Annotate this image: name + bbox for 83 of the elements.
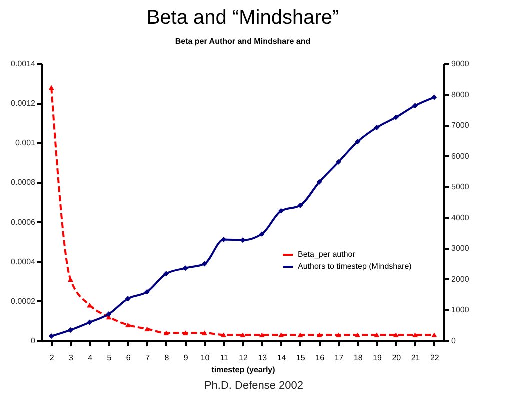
point <box>316 179 322 185</box>
y2-tick-label: 9000 <box>452 60 470 68</box>
y2-tick-label: 2000 <box>452 274 470 284</box>
x-tick-label: 18 <box>354 354 364 362</box>
point <box>164 330 170 336</box>
y2-tick-label: 5000 <box>452 182 470 192</box>
point <box>68 327 74 333</box>
y-tick-label: 0 <box>31 336 36 346</box>
y-tick-label: 0.0002 <box>11 296 36 306</box>
point <box>68 277 74 282</box>
x-tick-label: 11 <box>220 354 230 362</box>
text: Ph.D. Defense 2002 <box>203 380 305 392</box>
x-tick-label: 20 <box>392 354 402 362</box>
y2-tick-label: 4000 <box>452 213 470 222</box>
point <box>106 311 112 317</box>
point <box>182 266 188 272</box>
point <box>202 261 208 267</box>
x-tick-label: 5 <box>107 354 112 362</box>
point <box>87 320 93 326</box>
point <box>48 85 54 90</box>
y2-tick-label: 8000 <box>452 90 470 100</box>
point <box>278 208 284 214</box>
point <box>125 322 131 328</box>
x-tick-label: 15 <box>296 354 306 362</box>
point <box>221 332 227 338</box>
y-tick-label: 0.0008 <box>11 178 36 188</box>
point <box>412 332 418 338</box>
x-tick-label: 17 <box>334 354 344 362</box>
x-tick-label: 6 <box>126 354 132 362</box>
chart-subtitle: Beta per Author and Mindshare and <box>175 37 311 46</box>
x-tick-label: 12 <box>239 354 248 362</box>
x-tick-label: 3 <box>68 354 74 362</box>
point <box>316 332 322 338</box>
x-tick-label: 13 <box>258 354 268 362</box>
x-tick-label: 19 <box>373 354 382 362</box>
point <box>355 139 361 145</box>
point <box>432 332 438 338</box>
y2-tick-label: 3000 <box>452 244 470 254</box>
x-tick-label: 22 <box>430 354 440 362</box>
point <box>240 332 246 338</box>
x-tick-label: 16 <box>316 354 326 362</box>
x-tick-label: 4 <box>88 354 94 362</box>
x-tick-label: 14 <box>277 354 287 362</box>
point <box>259 332 265 338</box>
point <box>298 202 304 208</box>
point <box>144 289 150 295</box>
legend-label: Authors to timestep (Mindshare) <box>298 262 412 271</box>
y2-tick-label: 7000 <box>452 121 470 130</box>
point <box>336 159 342 165</box>
x-tick-label: 21 <box>411 354 421 362</box>
point <box>48 334 54 340</box>
point <box>164 271 170 277</box>
y-tick-label: 0.0006 <box>11 218 36 227</box>
point <box>374 124 380 130</box>
y-tick-label: 0.001 <box>15 138 36 148</box>
point <box>259 231 265 237</box>
y2-tick-label: 6000 <box>452 152 470 161</box>
point <box>202 330 208 336</box>
x-tick-label: 2 <box>50 354 55 362</box>
point <box>355 332 361 338</box>
y-tick-label: 0.0004 <box>11 257 36 266</box>
point <box>412 103 418 109</box>
point <box>125 296 131 302</box>
point <box>336 332 342 338</box>
y-tick-label: 0.0014 <box>11 60 36 68</box>
point <box>298 332 304 338</box>
point <box>374 332 380 338</box>
x-tick-label: 10 <box>200 354 210 362</box>
legend-label: Beta_per author <box>298 250 356 259</box>
x-tick-label: 7 <box>146 354 151 362</box>
point <box>393 114 399 120</box>
x-tick-label: 9 <box>184 354 189 362</box>
y-tick-label: 0.0012 <box>11 99 36 108</box>
point <box>144 326 150 332</box>
point <box>432 94 438 100</box>
y2-tick-label: 1000 <box>452 306 470 315</box>
chart-title: Beta and “Mindshare” <box>146 7 340 29</box>
point <box>393 332 399 338</box>
point <box>278 332 284 338</box>
point <box>182 330 188 336</box>
x-axis-title: timestep (yearly) <box>212 366 276 374</box>
y2-tick-label: 0 <box>452 336 456 346</box>
x-tick-label: 8 <box>164 354 170 362</box>
